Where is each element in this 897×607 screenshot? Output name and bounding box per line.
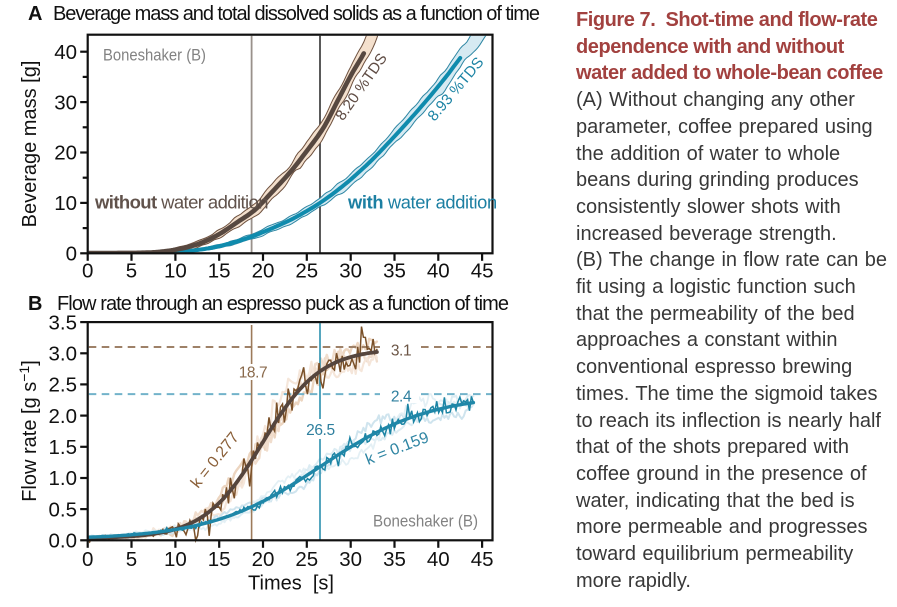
svg-text:0.5: 0.5 [49,498,78,521]
svg-text:2.0: 2.0 [49,405,78,428]
svg-text:A: A [28,3,42,25]
svg-text:10: 10 [164,260,187,283]
svg-text:Beverage mass and total dissol: Beverage mass and total dissolved solids… [53,3,540,25]
svg-text:B: B [28,293,42,315]
svg-text:0: 0 [66,243,77,266]
svg-text:15: 15 [208,260,231,283]
svg-text:1.5: 1.5 [49,436,78,459]
svg-text:3.5: 3.5 [49,311,78,334]
svg-text:2.5: 2.5 [49,374,78,397]
svg-text:3.1: 3.1 [391,342,411,359]
svg-text:30: 30 [339,260,362,283]
svg-text:3.0: 3.0 [49,343,78,366]
svg-text:1.0: 1.0 [49,467,78,490]
svg-text:0: 0 [82,548,93,571]
svg-text:5: 5 [126,260,137,283]
svg-text:30: 30 [54,91,77,114]
svg-text:0: 0 [82,260,93,283]
svg-text:35: 35 [383,548,406,571]
svg-text:35: 35 [383,260,406,283]
svg-text:20: 20 [54,142,77,165]
svg-text:10: 10 [164,548,187,571]
svg-text:40: 40 [427,260,450,283]
svg-text:25: 25 [295,548,318,571]
svg-text:Times [s]: Times [s] [248,573,334,595]
svg-text:25: 25 [295,260,318,283]
svg-text:Boneshaker (B): Boneshaker (B) [103,47,206,65]
svg-text:5: 5 [126,548,137,571]
svg-text:2.4: 2.4 [391,388,412,405]
svg-text:30: 30 [339,548,362,571]
svg-text:18.7: 18.7 [239,365,268,382]
svg-text:Flow rate through an espresso: Flow rate through an espresso puck as a … [57,293,509,315]
svg-text:45: 45 [471,548,494,571]
svg-text:20: 20 [252,260,275,283]
svg-text:26.5: 26.5 [306,422,335,439]
svg-text:20: 20 [252,548,275,571]
svg-text:10: 10 [54,192,77,215]
svg-text:Boneshaker (B): Boneshaker (B) [373,512,478,531]
svg-text:40: 40 [54,41,77,64]
svg-text:with water addition: with water addition [347,191,497,212]
svg-text:Beverage mass [g]: Beverage mass [g] [19,61,41,228]
svg-text:40: 40 [427,548,450,571]
svg-text:0.0: 0.0 [49,530,78,553]
svg-text:Flow rate [g s−1]: Flow rate [g s−1] [16,360,41,502]
svg-text:without water addition: without water addition [94,191,268,212]
svg-text:15: 15 [208,548,231,571]
svg-text:45: 45 [471,260,494,283]
